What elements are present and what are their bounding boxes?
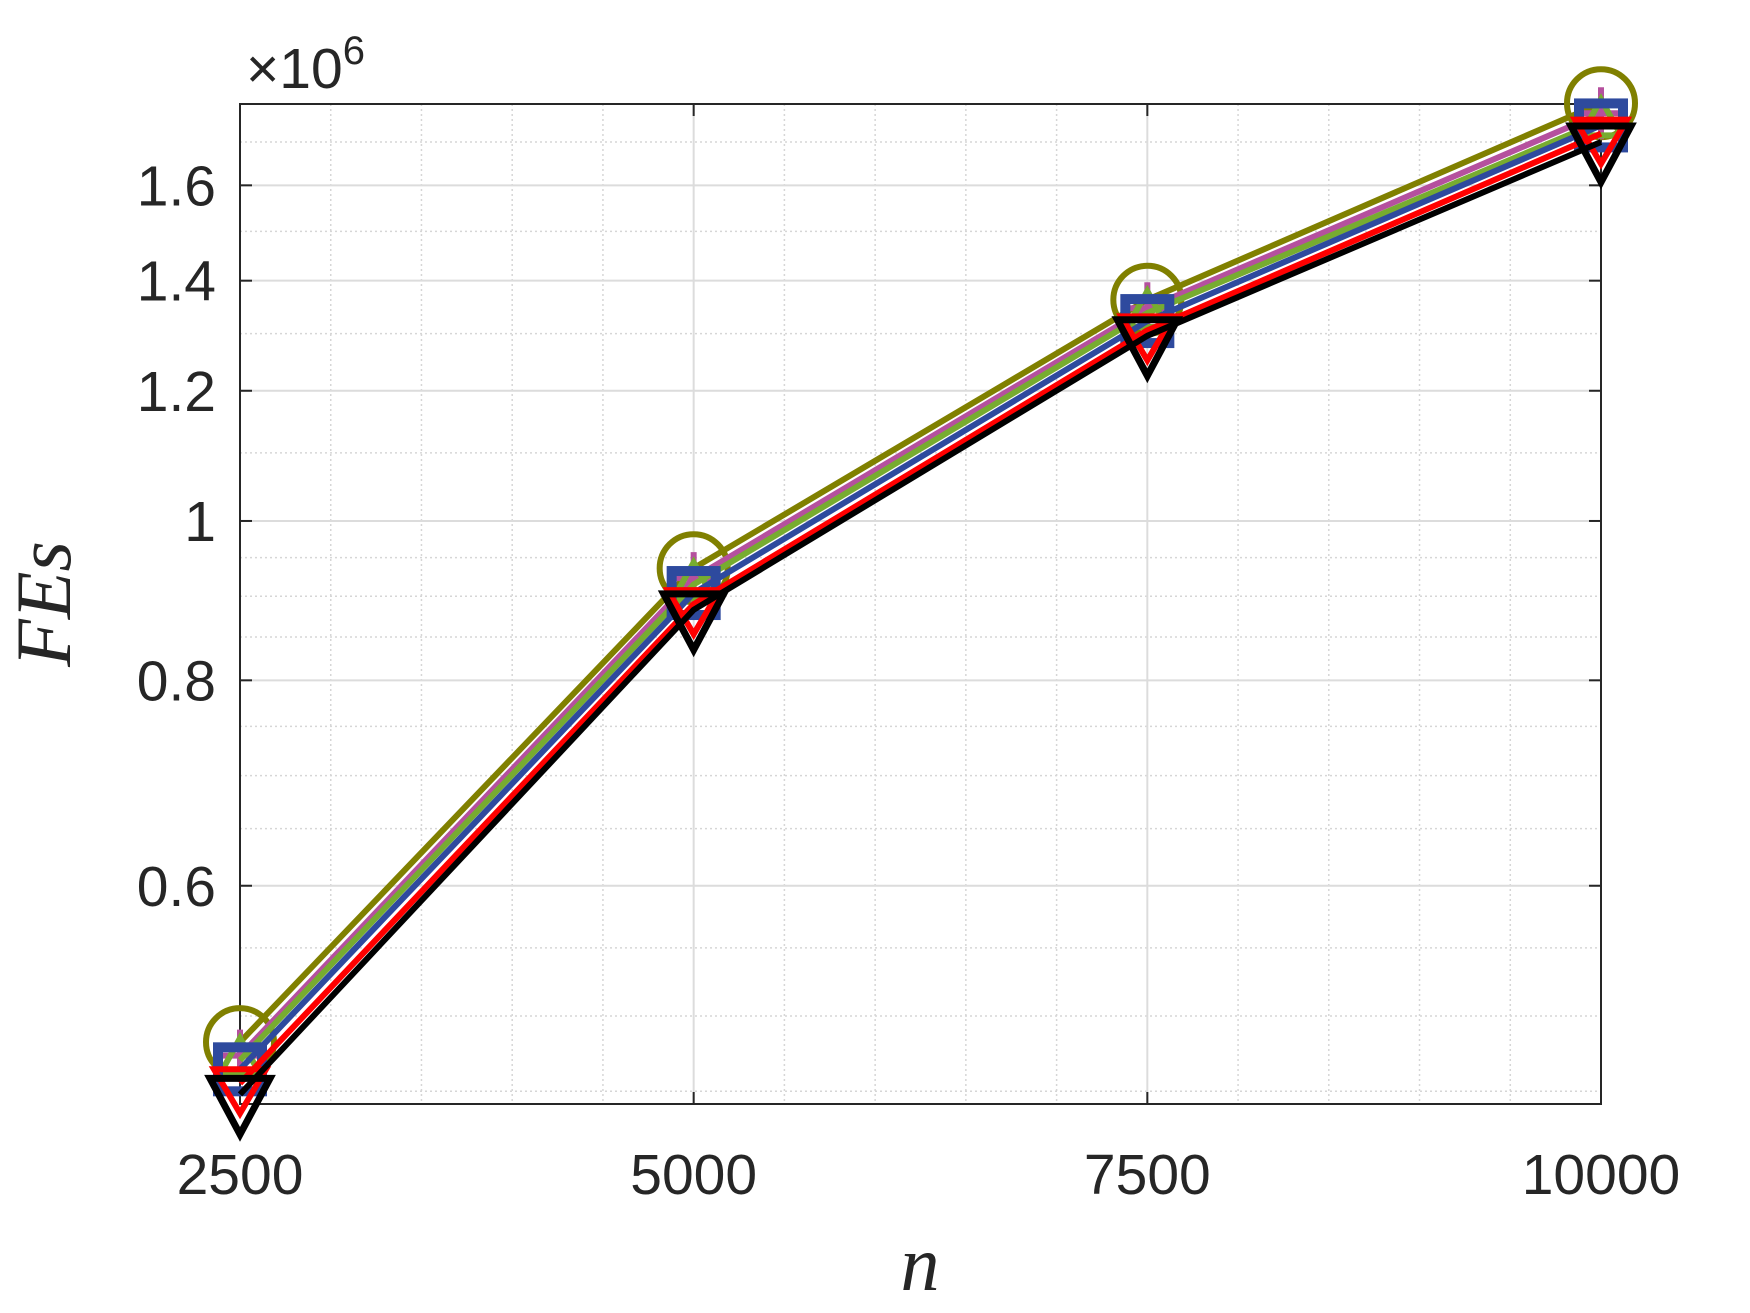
x-axis-label: n — [901, 1220, 940, 1307]
y-tick-label: 0.8 — [137, 649, 216, 713]
series-line — [237, 100, 1603, 1045]
y-multiplier: ×106 — [246, 29, 365, 101]
series-line — [237, 130, 1603, 1086]
marker — [1122, 284, 1173, 331]
y-tick-label: 1.2 — [137, 360, 216, 424]
x-tick-label: 5000 — [630, 1143, 757, 1207]
y-tick-label: 0.6 — [137, 855, 216, 919]
y-axis-label: FEs — [0, 541, 87, 668]
marker — [657, 590, 730, 658]
x-tick-label: 7500 — [1084, 1143, 1211, 1207]
y-multiplier-exponent: 6 — [343, 29, 365, 73]
x-tick-label: 10000 — [1522, 1143, 1681, 1207]
marker — [662, 587, 725, 641]
series-line — [237, 139, 1603, 1097]
y-tick-label: 1.4 — [137, 250, 216, 314]
x-tick-label: 2500 — [177, 1143, 304, 1207]
y-multiplier-base: ×10 — [246, 37, 343, 101]
plot-frame — [239, 103, 1602, 1105]
marker — [204, 1074, 276, 1142]
marker — [1565, 122, 1637, 190]
y-tick-label: 1.6 — [137, 154, 216, 218]
series-line — [237, 122, 1603, 1072]
grid — [239, 104, 1602, 1104]
marker — [668, 556, 719, 602]
marker — [1111, 316, 1184, 384]
marker — [1569, 116, 1633, 170]
series-line — [237, 118, 1603, 1063]
y-tick-label: 1 — [184, 490, 216, 554]
marker — [208, 1066, 272, 1120]
series-line — [237, 110, 1603, 1058]
